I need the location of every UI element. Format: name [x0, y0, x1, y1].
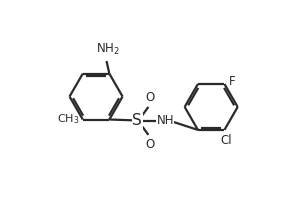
Text: NH$_2$: NH$_2$: [96, 42, 120, 57]
Text: O: O: [145, 138, 154, 151]
Text: CH$_3$: CH$_3$: [57, 113, 79, 126]
Text: O: O: [145, 91, 154, 104]
Text: NH: NH: [156, 114, 174, 127]
Text: F: F: [229, 75, 235, 88]
Text: S: S: [132, 113, 142, 128]
Text: Cl: Cl: [220, 134, 232, 147]
